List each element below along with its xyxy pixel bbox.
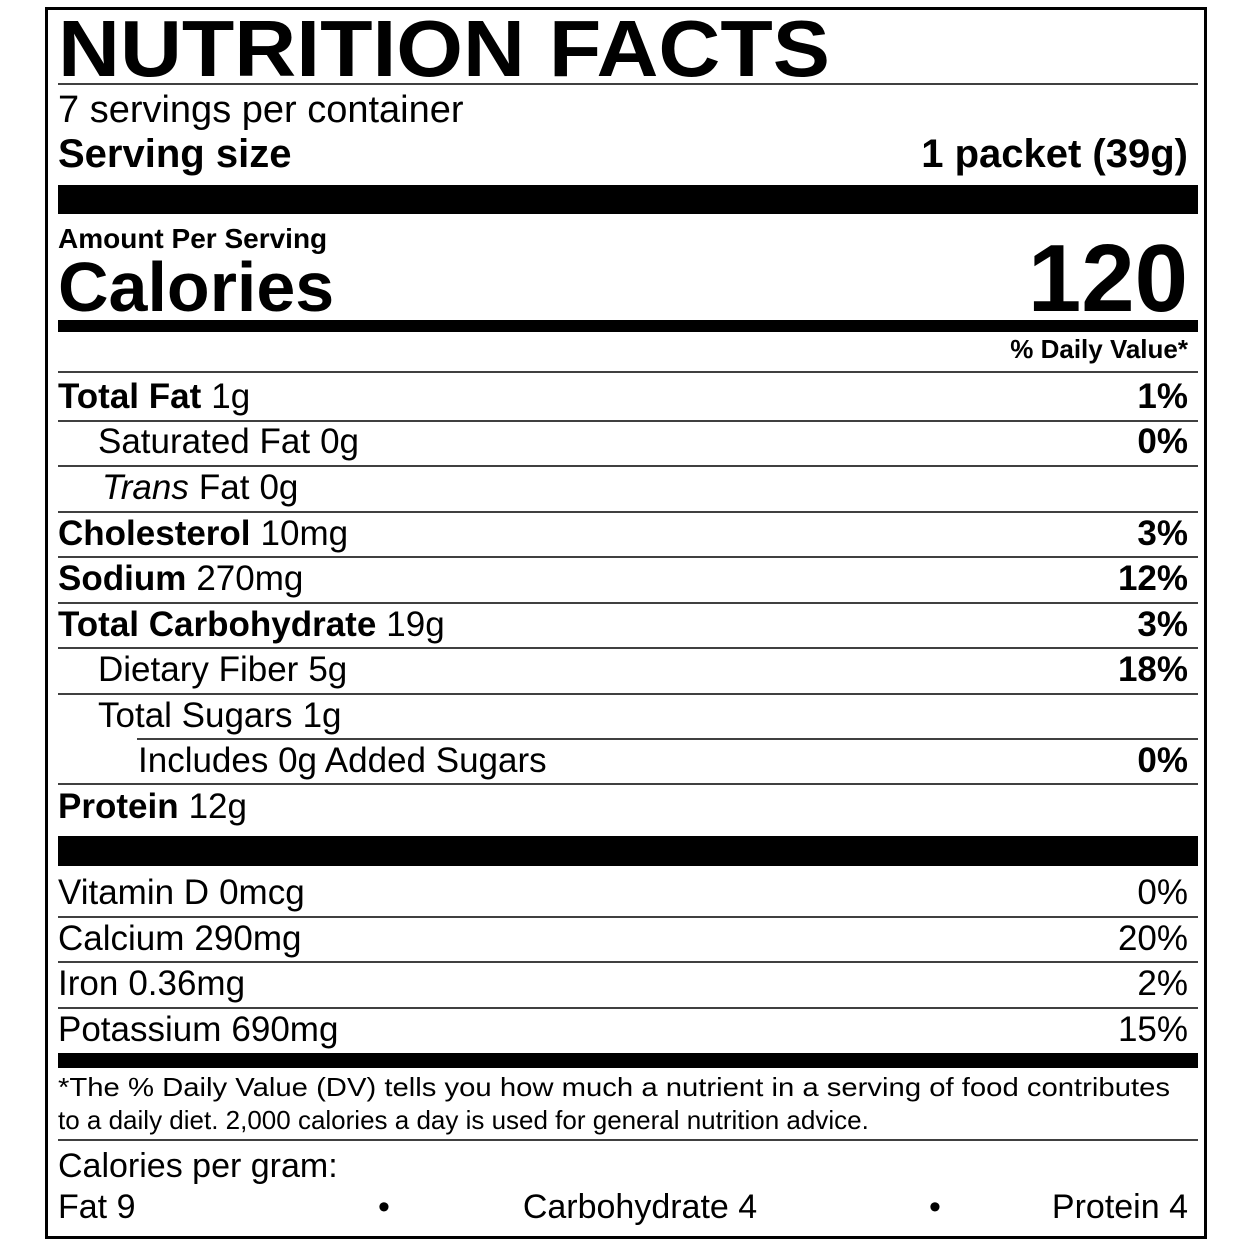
nutrient-amount: 1g: [303, 696, 342, 735]
nutrient-amount: 19g: [386, 605, 444, 644]
nutrient-name: Total Sugars: [98, 696, 293, 735]
vitamin: Vitamin D 0mcg: [58, 873, 305, 912]
footnote: to a daily diet. 2,000 calories a day is…: [58, 1105, 869, 1135]
footnote: *The % Daily Value (DV) tells you how mu…: [58, 1072, 1170, 1102]
nutrient-amount: 5g: [308, 650, 347, 689]
vitamin: Calcium 290mg: [58, 919, 301, 958]
nutrient: Total Fat 1g: [58, 377, 250, 416]
vitamin-dv: 20%: [1118, 919, 1188, 958]
vitamin-dv: 15%: [1118, 1010, 1188, 1049]
nutrient: Dietary Fiber 5g: [98, 650, 347, 689]
title: NUTRITION FACTS: [58, 4, 830, 93]
nutrient-amount: 0g: [259, 468, 298, 507]
vitamin-amount: 290mg: [194, 919, 301, 958]
vitamin-amount: 0mcg: [219, 873, 305, 912]
thick-bar: [58, 185, 1198, 214]
nutrient: Cholesterol 10mg: [58, 514, 348, 553]
vitamin-rows: Vitamin D 0mcg 0% Calcium 290mg 20% Iron 0.…: [58, 873, 1198, 1049]
vitamin-dv: 2%: [1137, 964, 1188, 1003]
vitamin: Iron 0.36mg: [58, 964, 245, 1003]
nutrient-name: Fat: [199, 468, 250, 507]
separator: •: [378, 1188, 390, 1226]
thick-bar: [58, 836, 1198, 866]
nutrient-name: Dietary Fiber: [98, 650, 299, 689]
vitamin-name: Vitamin D: [58, 873, 209, 912]
separator: •: [929, 1188, 941, 1226]
vitamin-dv: 0%: [1137, 873, 1188, 912]
nutrient-dv: 12%: [1118, 559, 1188, 598]
nutrient: Sodium 270mg: [58, 559, 303, 598]
vitamin-name: Iron: [58, 964, 118, 1003]
nutrient-dv: 3%: [1137, 605, 1188, 644]
nutrient-dv: 18%: [1118, 650, 1188, 689]
calories-value: 120: [1028, 225, 1188, 332]
nutrient-dv: 0%: [1137, 422, 1188, 461]
nutrient-name: Saturated Fat: [98, 422, 310, 461]
nutrient-name: Sodium: [58, 559, 186, 598]
medium-bar: [58, 1053, 1198, 1068]
nutrient-dv: 3%: [1137, 514, 1188, 553]
nutrient: Protein 12g: [58, 787, 247, 826]
vitamin-name: Potassium: [58, 1010, 221, 1049]
nutrient-name: Total Fat: [58, 377, 202, 416]
nutrient-amount: 0g: [320, 422, 359, 461]
vitamin-name: Calcium: [58, 919, 184, 958]
nutrient-rows: Total Fat 1g 1% Saturated Fat 0g 0% Trans F…: [58, 377, 1198, 826]
calories-label: Calories: [58, 248, 334, 326]
nutrient-amount: 270mg: [196, 559, 303, 598]
nutrient-dv: 0%: [1137, 741, 1188, 780]
amount-heading: Amount Per Serving: [58, 223, 327, 254]
nutrient-name: Total Carbohydrate: [58, 605, 376, 644]
nutrient-name: Protein: [58, 787, 179, 826]
serving-size-label: Serving size: [58, 132, 291, 176]
calories-per-gram-item: Protein 4: [1052, 1188, 1188, 1226]
calories-per-gram-item: Carbohydrate 4: [523, 1188, 757, 1226]
nutrient-dv: 1%: [1137, 377, 1188, 416]
nutrient-amount: 1g: [211, 377, 250, 416]
dv-heading: % Daily Value*: [1010, 334, 1189, 364]
nutrient-name: Includes 0g Added Sugars: [138, 741, 547, 780]
nutrient-name-italic: Trans: [102, 468, 189, 507]
vitamin-amount: 690mg: [231, 1010, 338, 1049]
nutrient: Trans Fat 0g: [102, 468, 298, 507]
vitamin: Potassium 690mg: [58, 1010, 338, 1049]
servings: 7 servings per container: [58, 89, 464, 131]
nutrient-amount: 12g: [189, 787, 247, 826]
nutrient: Saturated Fat 0g: [98, 422, 359, 461]
medium-bar: [58, 320, 1198, 332]
nutrient: Total Sugars 1g: [98, 696, 342, 735]
nutrient-amount: 10mg: [261, 514, 349, 553]
vitamin-amount: 0.36mg: [128, 964, 245, 1003]
calories-per-gram-item: Fat 9: [58, 1188, 135, 1226]
nutrient: Total Carbohydrate 19g: [58, 605, 445, 644]
nutrient-name: Cholesterol: [58, 514, 251, 553]
calories-per-gram-heading: Calories per gram:: [58, 1147, 338, 1185]
serving-size: 1 packet (39g): [921, 132, 1188, 176]
